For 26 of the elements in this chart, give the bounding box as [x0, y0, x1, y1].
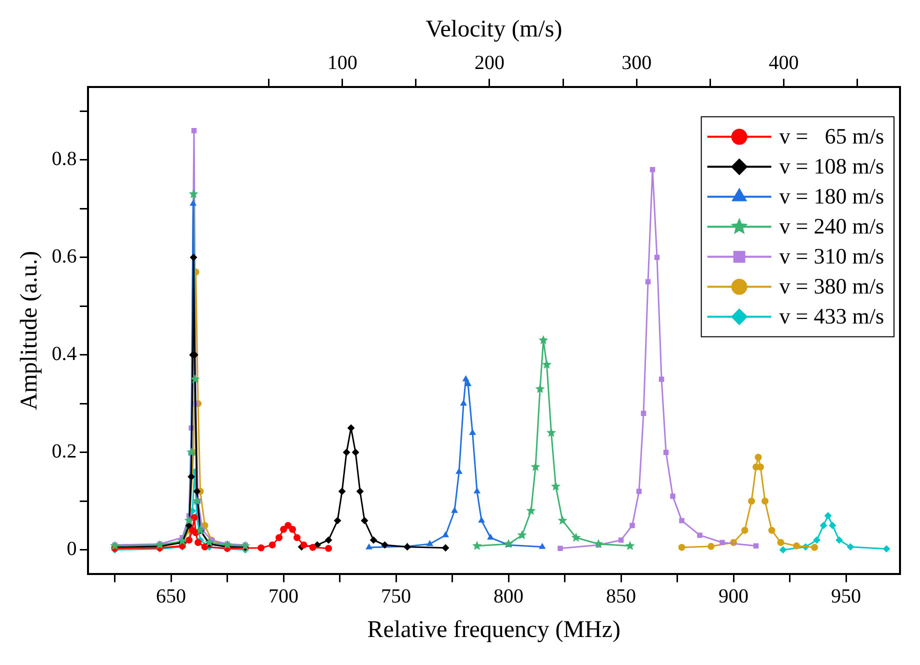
y-tick-label: 0 — [66, 538, 77, 560]
legend-label: v = 433 m/s — [779, 304, 884, 329]
y-tick-label: 0.8 — [52, 148, 77, 170]
legend-label: v = 65 m/s — [779, 124, 884, 149]
y-tick-label: 0.2 — [52, 440, 77, 463]
y-tick-label: 0.4 — [52, 343, 77, 366]
x2-axis-title: Velocity (m/s) — [426, 16, 562, 43]
x-tick-label: 700 — [268, 585, 299, 608]
x-tick-label: 650 — [156, 585, 186, 608]
x2-tick-label: 300 — [622, 52, 652, 74]
y-tick-label: 0.6 — [52, 246, 77, 268]
x-axis-title: Relative frequency (MHz) — [367, 616, 621, 643]
x2-tick-label: 400 — [768, 52, 799, 74]
x2-tick-label: 200 — [474, 52, 504, 74]
legend-label: v = 310 m/s — [779, 244, 884, 269]
x-tick-label: 750 — [381, 585, 412, 608]
x2-tick-label: 100 — [327, 52, 358, 74]
y-axis-title: Amplitude (a.u.) — [16, 250, 43, 410]
x-tick-label: 900 — [718, 585, 749, 608]
legend-label: v = 380 m/s — [779, 274, 884, 299]
legend-label: v = 180 m/s — [779, 184, 884, 209]
legend-label: v = 240 m/s — [779, 214, 884, 239]
x-tick-label: 950 — [831, 585, 862, 608]
x-tick-label: 850 — [606, 585, 636, 608]
legend-label: v = 108 m/s — [779, 154, 884, 179]
x-tick-label: 800 — [494, 585, 524, 608]
